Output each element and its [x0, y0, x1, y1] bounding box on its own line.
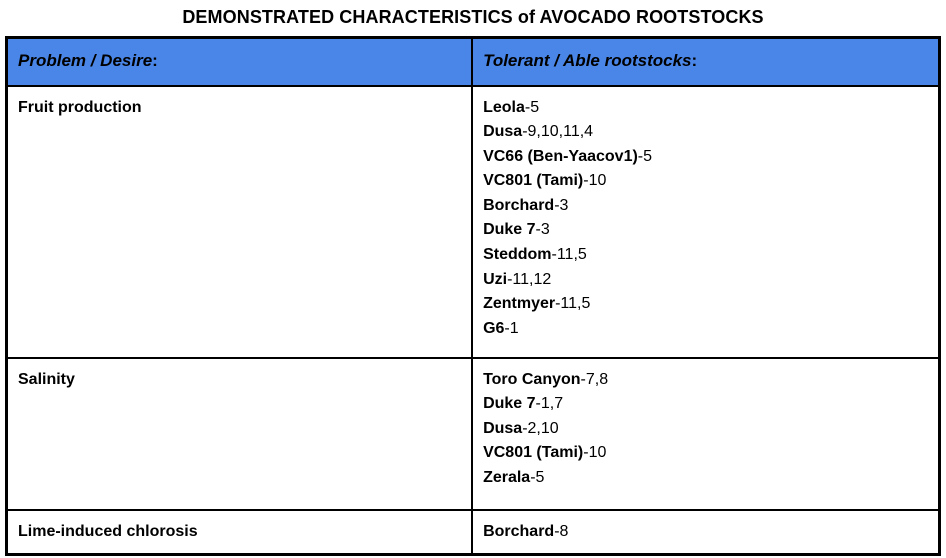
rootstock-entry: Uzi-11,12: [483, 268, 928, 293]
rootstock-name: G6: [483, 319, 505, 337]
rootstock-entry: G6-1: [483, 317, 928, 342]
rootstock-entry: Zentmyer-11,5: [483, 292, 928, 317]
rootstocks-cell: Borchard-8: [471, 508, 941, 556]
rootstock-table-header: Problem / Desire: Tolerant / Able rootst…: [5, 36, 941, 87]
rootstock-name: Borchard: [483, 522, 555, 540]
rootstock-list: Toro Canyon-7,8 Duke 7-1,7 Dusa-2,10 VC8…: [483, 368, 928, 491]
rootstocks-cell: Toro Canyon-7,8 Duke 7-1,7 Dusa-2,10 VC8…: [471, 356, 941, 511]
problem-cell-text: Fruit production: [18, 98, 142, 116]
rootstock-name: Duke 7: [483, 221, 536, 239]
rootstock-refs: -11,5: [555, 295, 591, 313]
column-header-rootstocks-label: Tolerant / Able rootstocks: [483, 50, 692, 70]
rootstock-refs: -11,5: [551, 246, 587, 264]
problem-cell: Lime-induced chlorosis: [5, 508, 474, 556]
rootstock-name: Toro Canyon: [483, 370, 581, 388]
rootstock-name: Borchard: [483, 196, 555, 214]
rootstock-entry: VC801 (Tami)-10: [483, 441, 928, 466]
problem-cell-text: Salinity: [18, 370, 75, 388]
rootstock-entry: VC66 (Ben-Yaacov1)-5: [483, 145, 928, 170]
rootstock-refs: -8: [554, 522, 569, 540]
rootstock-entry: Zerala-5: [483, 466, 928, 491]
rootstock-name: VC66 (Ben-Yaacov1): [483, 147, 638, 165]
page-title: DEMONSTRATED CHARACTERISTICS of AVOCADO …: [182, 7, 764, 27]
rootstock-name: Uzi: [483, 270, 508, 288]
rootstock-refs: -1: [504, 319, 519, 337]
rootstock-refs: -7,8: [580, 370, 609, 388]
rootstock-name: Dusa: [483, 419, 523, 437]
rootstock-table: Problem / Desire: Tolerant / Able rootst…: [5, 36, 941, 556]
rootstock-list: Leola-5 Dusa-9,10,11,4 VC66 (Ben-Yaacov1…: [483, 96, 928, 342]
rootstock-refs: -2,10: [522, 419, 559, 437]
column-header-problem-colon: :: [152, 50, 158, 70]
table-row: Lime-induced chlorosis Borchard-8: [5, 508, 941, 556]
rootstock-refs: -5: [530, 468, 545, 486]
rootstock-refs: -11,12: [507, 270, 552, 288]
rootstock-name: Zerala: [483, 468, 531, 486]
rootstock-entry: Duke 7-1,7: [483, 392, 928, 417]
column-header-problem: Problem / Desire:: [5, 36, 474, 87]
rootstock-table-body: Fruit production Leola-5 Dusa-9,10,11,4 …: [5, 84, 941, 556]
rootstock-entry: Dusa-2,10: [483, 417, 928, 442]
rootstock-entry: Borchard-3: [483, 194, 928, 219]
problem-cell: Fruit production: [5, 84, 474, 359]
problem-cell-text: Lime-induced chlorosis: [18, 522, 198, 540]
rootstock-name: VC801 (Tami): [483, 172, 584, 190]
problem-cell: Salinity: [5, 356, 474, 511]
rootstock-refs: -9,10,11,4: [522, 123, 594, 141]
rootstock-entry: Toro Canyon-7,8: [483, 368, 928, 393]
rootstocks-cell: Leola-5 Dusa-9,10,11,4 VC66 (Ben-Yaacov1…: [471, 84, 941, 359]
rootstock-name: Dusa: [483, 123, 523, 141]
rootstock-entry: Borchard-8: [483, 520, 928, 545]
rootstock-refs: -10: [583, 172, 607, 190]
rootstock-refs: -3: [554, 196, 569, 214]
rootstock-entry: VC801 (Tami)-10: [483, 169, 928, 194]
rootstock-refs: -5: [637, 147, 653, 165]
header-row: Problem / Desire: Tolerant / Able rootst…: [5, 36, 941, 87]
rootstock-name: VC801 (Tami): [483, 444, 584, 462]
column-header-rootstocks: Tolerant / Able rootstocks:: [471, 36, 941, 87]
column-header-rootstocks-colon: :: [691, 50, 698, 70]
rootstock-entry: Steddom-11,5: [483, 243, 928, 268]
rootstock-entry: Leola-5: [483, 96, 928, 121]
rootstock-refs: -10: [583, 444, 607, 462]
rootstock-refs: -3: [535, 221, 550, 239]
table-row: Fruit production Leola-5 Dusa-9,10,11,4 …: [5, 84, 941, 359]
rootstock-name: Steddom: [483, 246, 552, 264]
rootstock-entry: Dusa-9,10,11,4: [483, 120, 928, 145]
rootstock-refs: -1,7: [535, 395, 564, 413]
rootstock-name: Zentmyer: [483, 295, 556, 313]
rootstock-name: Duke 7: [483, 395, 536, 413]
table-row: Salinity Toro Canyon-7,8 Duke 7-1,7 Dusa…: [5, 356, 941, 511]
rootstock-refs: -5: [524, 98, 540, 116]
rootstock-entry: Duke 7-3: [483, 218, 928, 243]
rootstock-list: Borchard-8: [483, 520, 928, 545]
rootstock-name: Leola: [483, 98, 525, 116]
column-header-problem-label: Problem / Desire: [18, 50, 153, 70]
